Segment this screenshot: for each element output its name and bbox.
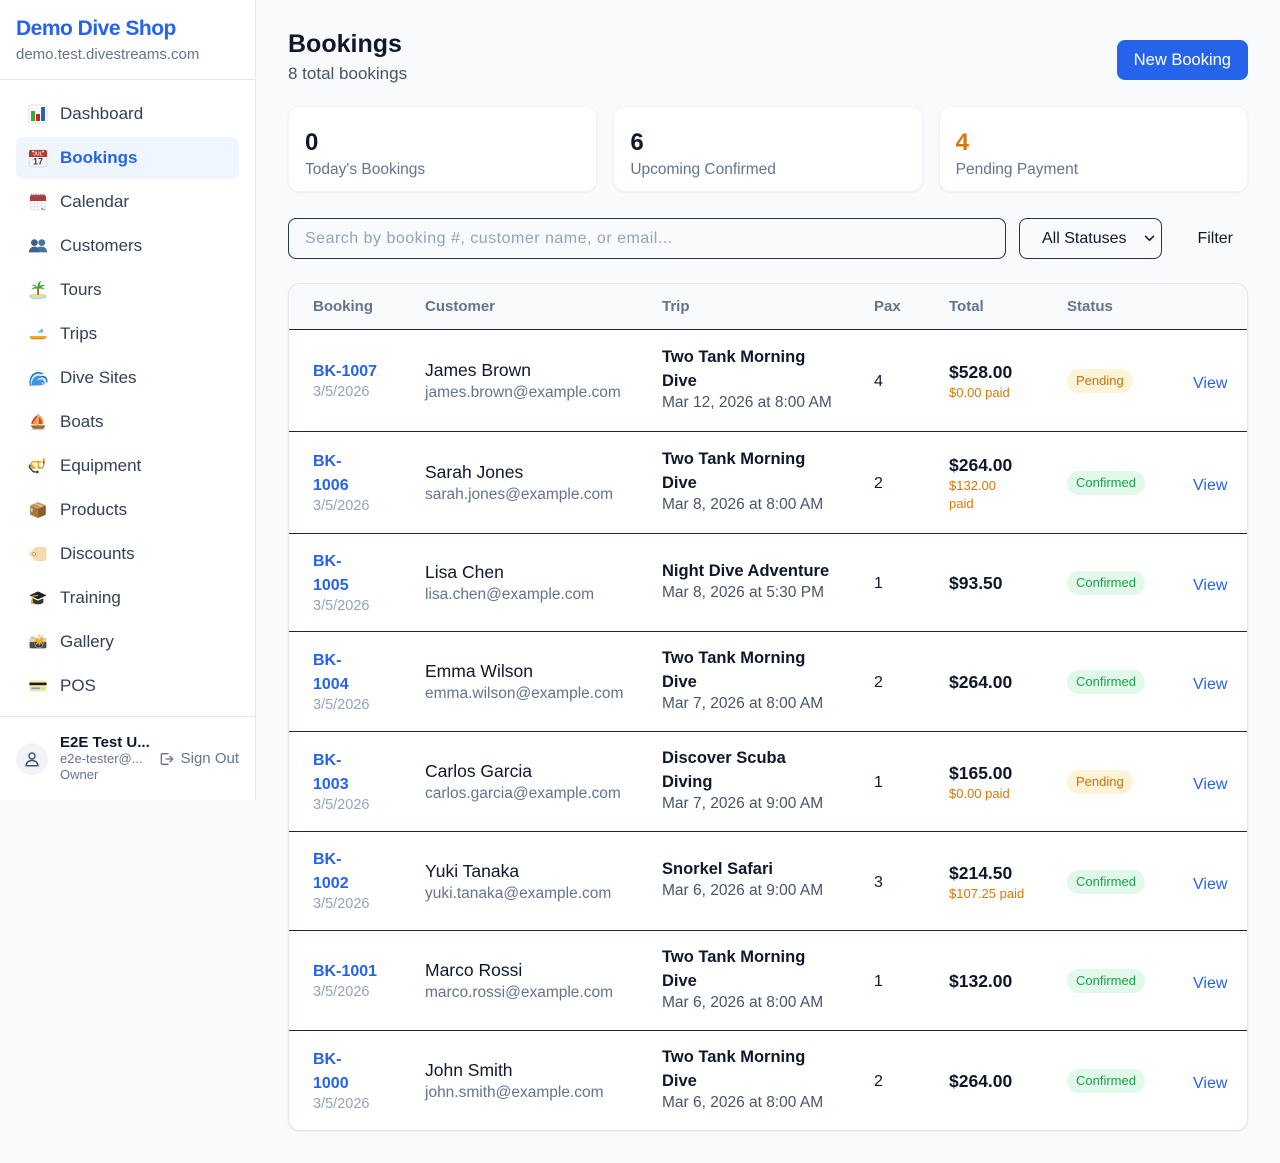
svg-text:JUL: JUL [33,152,42,158]
svg-text:17: 17 [33,157,43,167]
